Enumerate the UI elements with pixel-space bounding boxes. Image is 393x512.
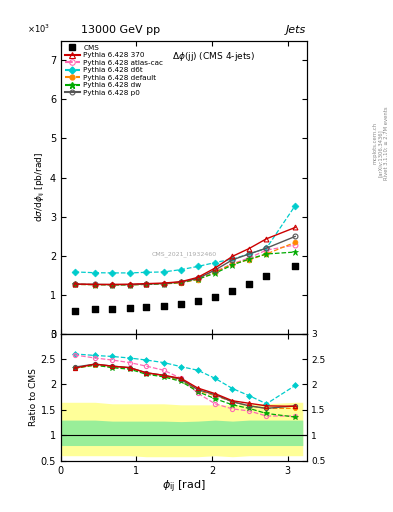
Point: [212, 293, 218, 301]
Point: [263, 272, 270, 280]
Point: [246, 280, 252, 288]
Text: CMS_2021_I1932460: CMS_2021_I1932460: [151, 252, 216, 258]
Point: [92, 305, 98, 313]
Point: [292, 262, 298, 270]
Point: [72, 307, 78, 315]
Text: Rivet 3.1.10; ≥ 2.7M events: Rivet 3.1.10; ≥ 2.7M events: [384, 106, 388, 180]
Y-axis label: Ratio to CMS: Ratio to CMS: [29, 368, 38, 426]
Point: [109, 305, 116, 313]
Text: [arXiv:1306.3436]: [arXiv:1306.3436]: [378, 130, 383, 178]
Text: 13000 GeV pp: 13000 GeV pp: [81, 25, 160, 35]
Text: mcplots.cern.ch: mcplots.cern.ch: [373, 122, 378, 164]
Point: [127, 304, 133, 312]
Point: [230, 287, 236, 295]
Legend: CMS, Pythia 6.428 370, Pythia 6.428 atlas-cac, Pythia 6.428 d6t, Pythia 6.428 de: CMS, Pythia 6.428 370, Pythia 6.428 atla…: [63, 43, 165, 97]
Point: [178, 300, 184, 308]
X-axis label: $\phi_{\rm ij}$ [rad]: $\phi_{\rm ij}$ [rad]: [162, 478, 206, 495]
Text: $\Delta\phi$(jj) (CMS 4-jets): $\Delta\phi$(jj) (CMS 4-jets): [172, 50, 255, 63]
Point: [195, 297, 201, 305]
Text: Jets: Jets: [286, 25, 307, 35]
Text: $\times10^3$: $\times10^3$: [26, 23, 50, 35]
Point: [143, 303, 149, 311]
Y-axis label: d$\sigma$/d$\phi_{\rm ij}$ [pb/rad]: d$\sigma$/d$\phi_{\rm ij}$ [pb/rad]: [34, 152, 47, 222]
Point: [161, 302, 167, 310]
